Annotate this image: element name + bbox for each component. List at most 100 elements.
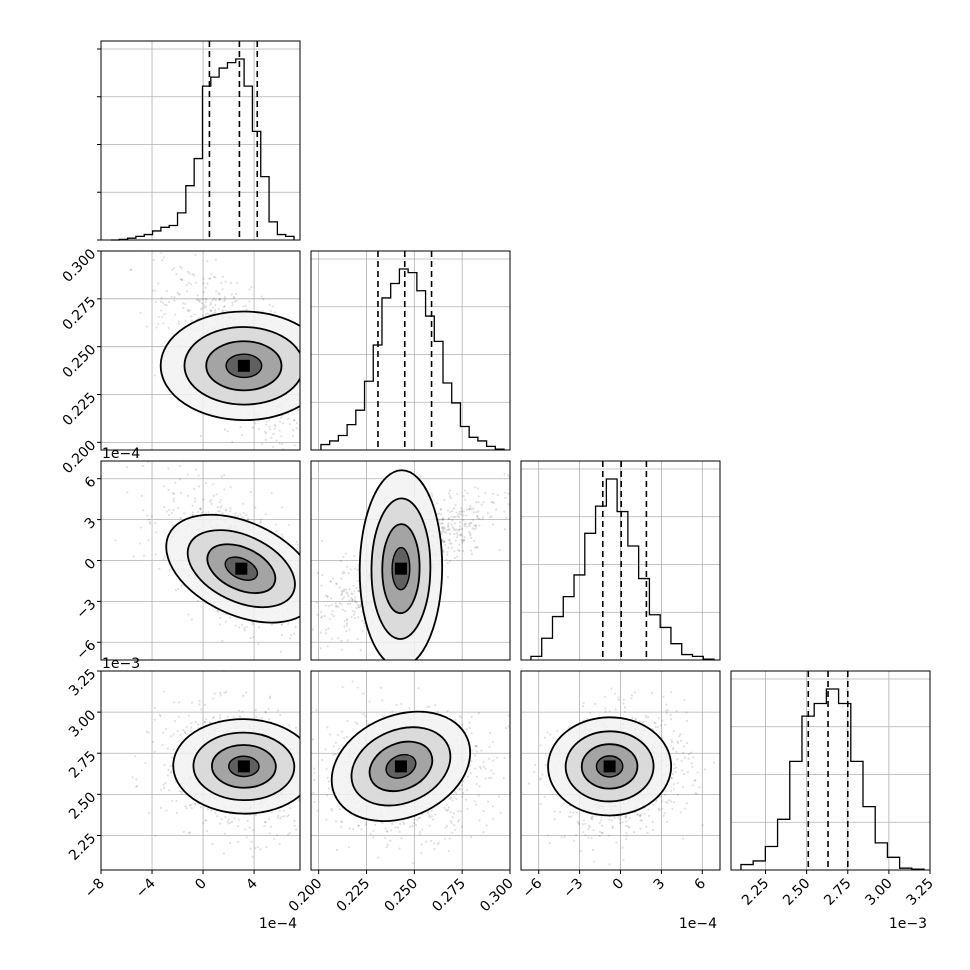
sample-point — [485, 824, 488, 827]
sample-point — [476, 517, 480, 520]
sample-point — [447, 806, 451, 809]
sample-point — [204, 481, 208, 484]
sample-point — [262, 298, 265, 301]
sample-point — [259, 521, 262, 524]
sample-point — [457, 820, 460, 823]
sample-point — [265, 420, 268, 424]
sample-point — [307, 787, 309, 789]
sample-point — [484, 777, 487, 780]
sample-point — [327, 417, 329, 419]
sample-point — [211, 842, 214, 846]
sample-point — [442, 526, 446, 529]
sample-point — [264, 711, 267, 714]
sample-point — [303, 401, 305, 403]
sample-point — [357, 824, 360, 827]
sample-point — [179, 733, 182, 736]
sample-point — [168, 513, 171, 516]
sample-point — [443, 540, 446, 543]
sample-point — [470, 715, 473, 718]
sample-point — [359, 648, 362, 652]
sample-point — [192, 487, 196, 491]
sample-point — [221, 275, 224, 278]
sample-point — [212, 494, 215, 497]
sample-point — [244, 514, 248, 517]
sample-point — [313, 636, 315, 638]
sample-point — [230, 293, 233, 296]
sample-point — [326, 776, 329, 779]
sample-point — [480, 749, 483, 752]
sample-point — [281, 535, 284, 538]
sample-point — [226, 820, 229, 823]
sample-point — [219, 694, 222, 697]
sample-point — [665, 703, 668, 706]
sample-point — [475, 775, 479, 778]
sample-point — [666, 801, 669, 804]
sample-point — [229, 281, 233, 285]
sample-point — [451, 816, 454, 819]
sample-point — [209, 277, 212, 280]
sample-point — [242, 511, 246, 515]
sample-point — [446, 550, 449, 554]
sample-point — [507, 714, 510, 717]
sample-point — [160, 297, 163, 300]
sample-point — [593, 860, 596, 863]
sample-point — [412, 862, 415, 865]
panel-frame — [100, 250, 301, 451]
sample-point — [205, 298, 208, 301]
sample-point — [148, 520, 152, 523]
sample-point — [343, 588, 346, 591]
sample-point — [307, 370, 309, 372]
sample-point — [464, 498, 467, 501]
sample-point — [460, 509, 464, 512]
sample-point — [182, 302, 185, 305]
sample-point — [163, 555, 166, 559]
sample-point — [157, 322, 160, 326]
sample-point — [174, 588, 178, 592]
sample-point — [386, 830, 389, 833]
sample-point — [320, 616, 323, 619]
sample-point — [178, 320, 181, 323]
sample-point — [463, 522, 466, 526]
sample-point — [216, 610, 219, 613]
sample-point — [178, 292, 181, 296]
sample-point — [478, 524, 481, 527]
sample-point — [294, 726, 298, 729]
sample-point — [214, 311, 217, 314]
sample-point — [457, 549, 460, 552]
sample-point — [114, 539, 117, 542]
sample-point — [630, 694, 634, 697]
sample-point — [430, 492, 433, 495]
sample-point — [295, 540, 298, 544]
sample-point — [254, 846, 257, 850]
sample-point — [234, 293, 238, 296]
sample-point — [302, 747, 304, 749]
sample-point — [224, 816, 227, 819]
sample-point — [455, 536, 459, 539]
sample-point — [344, 552, 347, 555]
sample-point — [549, 733, 552, 736]
sample-point — [278, 429, 281, 432]
sample-point — [313, 778, 316, 782]
sample-point — [359, 604, 362, 607]
sample-point — [261, 442, 264, 446]
sample-point — [265, 845, 268, 849]
sample-point — [162, 322, 165, 325]
sample-point — [363, 624, 367, 628]
sample-point — [315, 709, 318, 712]
sample-point — [301, 391, 303, 393]
sample-point — [301, 563, 303, 565]
sample-point — [154, 300, 157, 304]
sample-point — [469, 772, 473, 775]
sample-point — [666, 708, 669, 712]
sample-point — [441, 526, 444, 529]
sample-point — [218, 501, 221, 504]
sample-point — [256, 846, 259, 849]
sample-point — [175, 811, 178, 815]
sample-point — [327, 627, 330, 630]
sample-point — [341, 686, 344, 689]
sample-point — [445, 558, 448, 561]
sample-point — [356, 722, 359, 725]
sample-point — [447, 538, 450, 542]
sample-point — [281, 442, 284, 446]
sample-point — [231, 304, 234, 307]
